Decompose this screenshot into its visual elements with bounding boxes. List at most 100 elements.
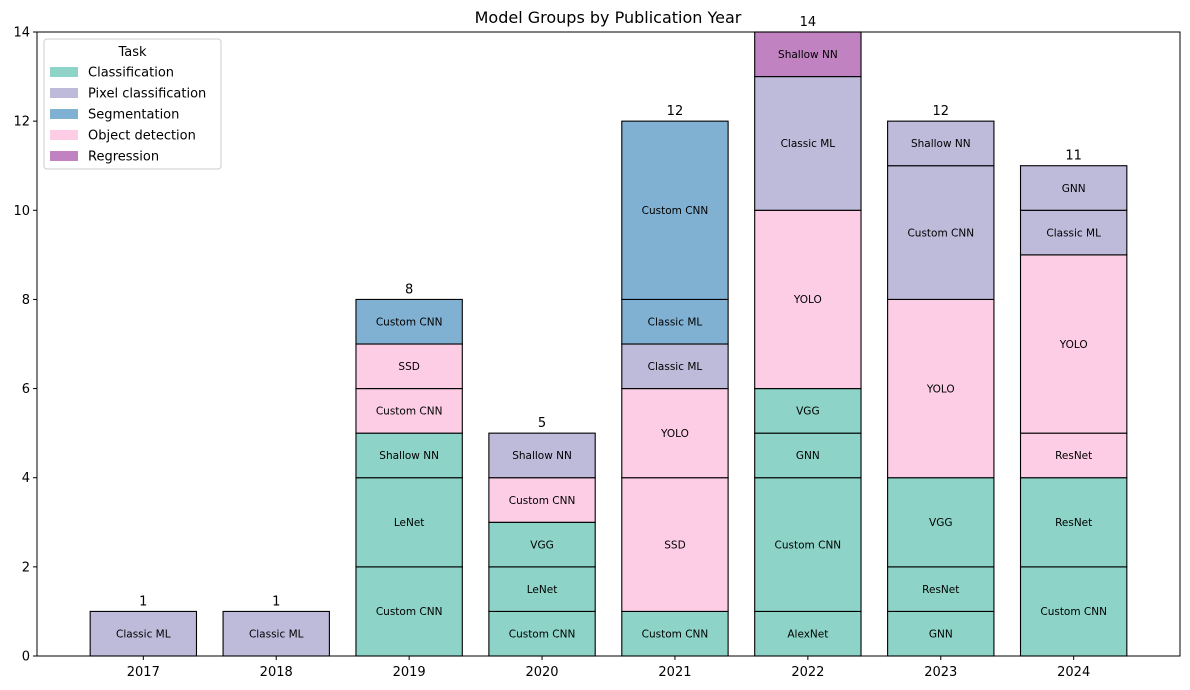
bar-segment (89, 610, 198, 657)
bar-2021: Custom CNN SSD YOLO Classic ML Classic ML Cus… (621, 104, 729, 657)
segment-label: Shallow NN (512, 450, 572, 462)
segment-label: Custom CNN (907, 227, 974, 239)
segment-label: YOLO (1059, 339, 1088, 351)
segment-label: Custom CNN (642, 205, 709, 217)
y-tick-label: 6 (22, 382, 30, 397)
legend-swatch (50, 130, 78, 140)
legend-label: Segmentation (88, 108, 179, 123)
bar-2019: Custom CNN LeNet Shallow NN Custom CNN SSD Cu… (355, 282, 463, 657)
chart-title: Model Groups by Publication Year (475, 8, 742, 27)
bar-segment (754, 610, 862, 657)
bar-segment (621, 343, 729, 390)
bars-layer: Classic ML 1 Classic ML 1 Custom CNN LeNet Sha… (89, 15, 1128, 657)
bar-segment (887, 298, 995, 479)
segment-label: ResNet (922, 584, 959, 596)
x-tick-label: 2019 (393, 665, 426, 680)
segment-label: Custom CNN (509, 629, 576, 641)
legend-swatch (50, 67, 78, 77)
y-tick-label: 14 (13, 26, 30, 41)
segment-label: Custom CNN (509, 495, 576, 507)
segment-label: YOLO (660, 428, 689, 440)
bar-total-label: 1 (139, 594, 147, 609)
legend-box (43, 38, 222, 170)
bar-segment (754, 209, 862, 390)
segment-label: VGG (796, 406, 819, 418)
bar-total-label: 12 (932, 104, 949, 119)
bar-segment (754, 477, 862, 612)
segment-label: Custom CNN (376, 317, 443, 329)
segment-label: Classic ML (1046, 227, 1101, 239)
bar-segment (621, 477, 729, 612)
segment-label: YOLO (793, 294, 822, 306)
bar-total-label: 11 (1065, 149, 1082, 164)
segment-label: YOLO (926, 383, 955, 395)
bar-segment (355, 477, 463, 568)
bar-segment (621, 388, 729, 479)
segment-label: GNN (796, 450, 820, 462)
bar-segment (488, 521, 596, 568)
bar-total-label: 8 (405, 282, 413, 297)
bar-segment (1019, 432, 1128, 479)
bar-total-label: 1 (272, 594, 280, 609)
y-tick-label: 0 (22, 650, 30, 665)
segment-label: Shallow NN (778, 49, 838, 61)
y-tick-label: 4 (22, 471, 30, 486)
segment-label: ResNet (1055, 450, 1092, 462)
segment-label: Custom CNN (376, 406, 443, 418)
legend-swatch (50, 151, 78, 161)
segment-label: Classic ML (249, 629, 304, 641)
x-tick-label: 2018 (260, 665, 293, 680)
bar-segment (222, 610, 330, 657)
legend-title: Task (117, 45, 147, 60)
bar-segment (754, 388, 862, 434)
bar-segment (1019, 477, 1128, 568)
segment-label: AlexNet (787, 629, 828, 641)
bar-segment (355, 432, 463, 479)
segment-label: VGG (929, 517, 952, 529)
bar-segment (621, 120, 729, 300)
bar-segment (355, 388, 463, 434)
segment-label: GNN (929, 629, 953, 641)
bar-segment (754, 76, 862, 211)
x-tick-label: 2020 (525, 665, 558, 680)
bar-segment (887, 610, 995, 657)
bar-segment (488, 432, 596, 479)
segment-label: ResNet (1055, 517, 1092, 529)
segment-label: SSD (398, 361, 419, 373)
x-tick-label: 2021 (658, 665, 691, 680)
bar-2018: Classic ML 1 (222, 594, 330, 657)
bar-segment (621, 298, 729, 345)
segment-label: Shallow NN (379, 450, 439, 462)
x-tick-label: 2017 (127, 665, 160, 680)
bar-segment (1019, 165, 1128, 211)
bar-2024: Custom CNN ResNet ResNet YOLO Classic ML GNN 1… (1019, 149, 1128, 657)
axes-layer: 0 2 4 6 8 10 12 14 2017 2018 2019 2020 2021 2022 2023 2… (13, 26, 1181, 680)
bar-segment (355, 343, 463, 390)
legend-label: Pixel classification (88, 87, 206, 102)
bar-segment (355, 298, 463, 345)
bar-segment (887, 566, 995, 612)
bar-total-label: 5 (538, 416, 546, 431)
legend-swatch (50, 109, 78, 119)
bar-2023: GNN ResNet VGG YOLO Custom CNN Shallow NN 12 (887, 104, 995, 657)
bar-segment (754, 31, 862, 78)
segment-label: Custom CNN (775, 539, 842, 551)
bar-segment (1019, 254, 1128, 434)
segment-label: Classic ML (781, 138, 836, 150)
bar-2022: AlexNet Custom CNN GNN VGG YOLO Classic ML Sha… (754, 15, 862, 657)
y-tick-label: 12 (13, 115, 30, 130)
legend: Task Classification Pixel classification Se… (43, 38, 222, 170)
segment-label: GNN (1062, 183, 1086, 195)
segment-label: Shallow NN (911, 138, 971, 150)
segment-label: VGG (530, 539, 553, 551)
plot-frame (36, 31, 1181, 657)
segment-label: LeNet (527, 584, 558, 596)
segment-label: Custom CNN (1040, 606, 1107, 618)
x-tick-label: 2023 (924, 665, 957, 680)
segment-label: Custom CNN (376, 606, 443, 618)
bar-2020: Custom CNN LeNet VGG Custom CNN Shallow NN 5 (488, 416, 596, 657)
segment-label: Classic ML (648, 361, 703, 373)
bar-segment (887, 120, 995, 167)
segment-label: Classic ML (116, 629, 171, 641)
